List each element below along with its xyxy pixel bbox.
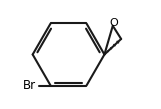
Text: O: O xyxy=(109,18,118,28)
Text: Br: Br xyxy=(23,79,36,92)
